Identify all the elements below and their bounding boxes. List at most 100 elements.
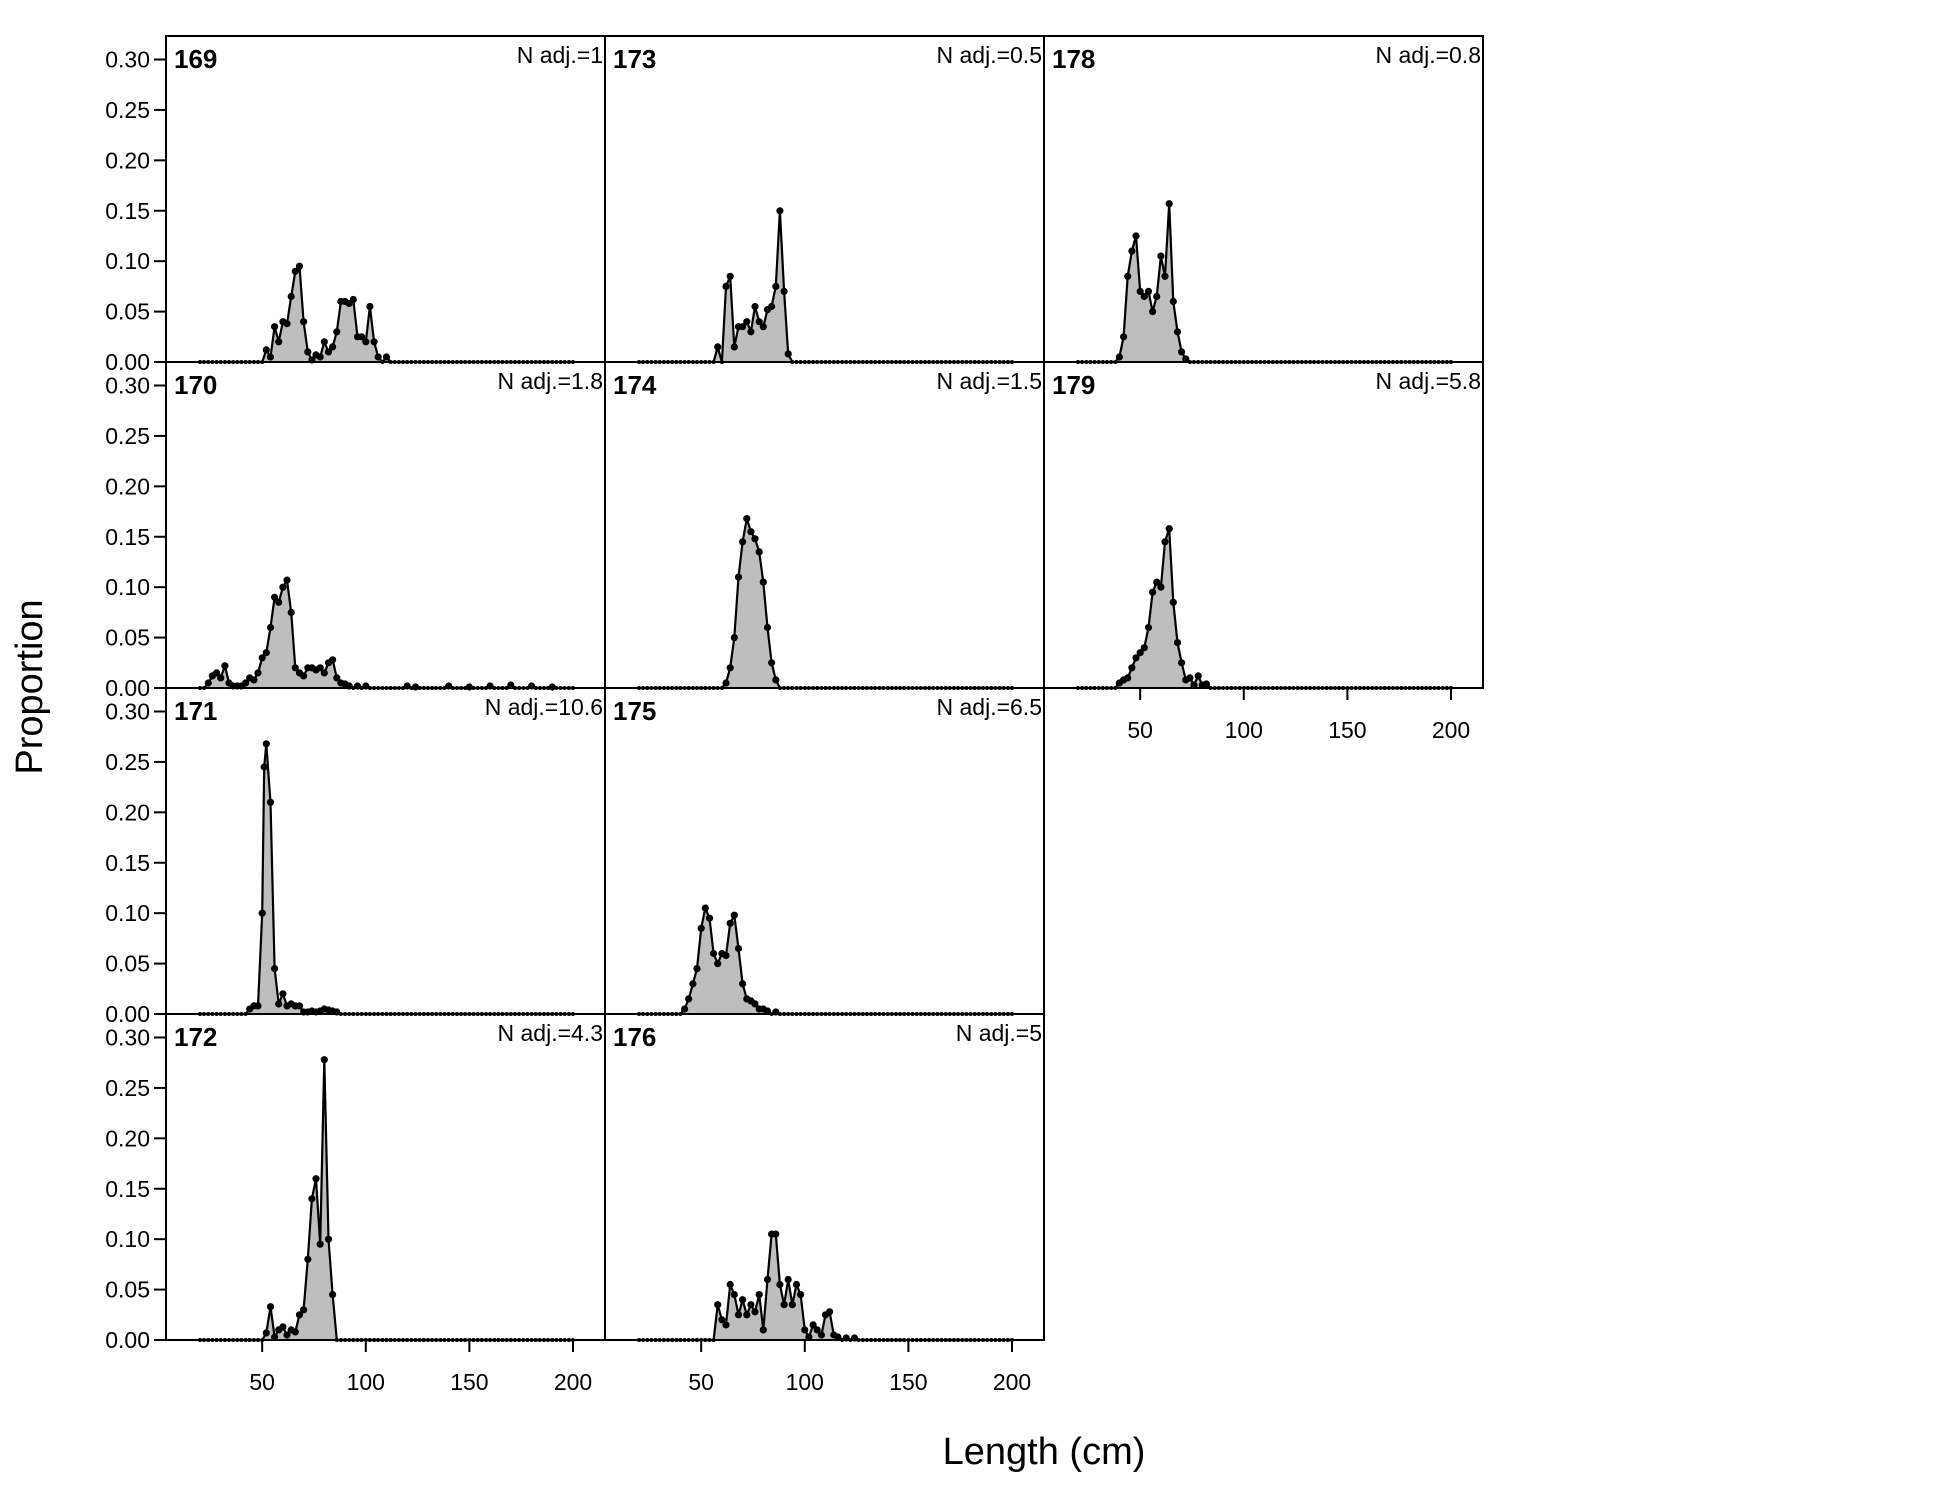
- data-point: [755, 1291, 763, 1299]
- y-tick-label: 0.20: [105, 799, 150, 825]
- data-point: [730, 1291, 738, 1299]
- data-point: [271, 323, 279, 331]
- y-tick-label: 0.20: [105, 147, 150, 173]
- data-point: [283, 320, 291, 328]
- panel-frame: [604, 361, 1045, 689]
- data-point: [726, 272, 734, 280]
- data-point: [697, 924, 705, 932]
- data-point: [1140, 292, 1148, 301]
- data-point: [329, 343, 337, 351]
- x-tick-label: 100: [1225, 717, 1263, 743]
- x-axis-col-2: 50 100 150 200: [1127, 688, 1470, 743]
- data-point: [374, 353, 382, 361]
- data-point: [333, 674, 341, 682]
- data-point: [722, 1321, 730, 1329]
- x-axis-title: Length (cm): [943, 1431, 1146, 1473]
- data-point: [275, 1000, 283, 1008]
- data-point: [788, 1301, 796, 1309]
- data-point: [718, 1316, 726, 1324]
- panel-176: 176 N adj.=5: [604, 1013, 1045, 1342]
- data-point: [262, 346, 270, 354]
- y-tick-label: 0.15: [105, 1176, 150, 1202]
- x-tick-label: 50: [688, 1369, 714, 1395]
- y-tick-label: 0.30: [105, 1025, 150, 1051]
- data-point: [1132, 232, 1140, 240]
- panel-title: 179: [1052, 370, 1095, 400]
- series-area: [200, 580, 573, 688]
- data-point: [275, 598, 283, 606]
- data-point: [204, 679, 212, 687]
- data-point: [320, 338, 328, 346]
- data-point: [751, 1000, 759, 1008]
- panel-174: 174 N adj.=1.5: [604, 361, 1045, 690]
- data-point: [262, 1329, 270, 1337]
- y-tick-label: 0.25: [105, 1075, 150, 1101]
- series-line: [200, 263, 573, 364]
- data-point: [291, 1328, 299, 1336]
- data-point: [262, 649, 270, 657]
- data-point: [747, 1301, 755, 1309]
- y-tick-label: 0.05: [105, 951, 150, 977]
- data-point: [805, 1333, 813, 1341]
- y-tick-label: 0.05: [105, 299, 150, 325]
- data-point: [693, 965, 701, 973]
- data-point: [1194, 672, 1202, 680]
- n-adj-label: N adj.=10.6: [485, 694, 603, 720]
- panel-173: 173 N adj.=0.5: [604, 35, 1045, 364]
- series-area: [1078, 203, 1451, 362]
- panel-175: 175 N adj.=6.5: [604, 687, 1045, 1016]
- data-point: [701, 904, 709, 912]
- data-point: [739, 538, 747, 546]
- data-point: [780, 1301, 788, 1309]
- panel-title: 174: [613, 370, 657, 400]
- data-point: [747, 528, 755, 536]
- y-tick-label: 0.20: [105, 1125, 150, 1151]
- data-point: [283, 1331, 291, 1339]
- data-point: [250, 676, 258, 684]
- data-point: [266, 353, 275, 361]
- data-point: [759, 323, 767, 331]
- data-point: [295, 262, 304, 270]
- data-point: [763, 1007, 772, 1015]
- data-point: [300, 672, 308, 680]
- data-point: [1165, 525, 1173, 533]
- data-point: [834, 1333, 842, 1341]
- data-point: [743, 515, 751, 523]
- y-tick-label: 0.15: [105, 524, 150, 550]
- y-tick-label: 0.25: [105, 749, 150, 775]
- data-point: [710, 949, 718, 958]
- data-point: [258, 909, 266, 917]
- n-adj-label: N adj.=5.8: [1376, 368, 1482, 394]
- data-point: [1144, 623, 1153, 632]
- data-point: [213, 669, 221, 677]
- data-point: [1124, 674, 1132, 682]
- n-adj-label: N adj.=1: [517, 42, 603, 68]
- series-line: [1078, 528, 1451, 690]
- data-point: [1128, 247, 1136, 255]
- data-point: [743, 318, 751, 326]
- data-point: [751, 535, 759, 543]
- panel-169: 169 N adj.=1 0.00 0.05 0.10 0.15 0.20 0.25 0.30: [105, 35, 606, 375]
- data-point: [279, 1323, 287, 1331]
- n-adj-label: N adj.=0.5: [937, 42, 1043, 68]
- data-point: [714, 1301, 722, 1309]
- data-point: [797, 1291, 805, 1299]
- y-tick-label: 0.05: [105, 1277, 150, 1303]
- panel-frame: [1043, 361, 1484, 689]
- data-point: [1136, 287, 1144, 295]
- panel-170: 170 N adj.=1.8 0.00 0.05 0.10 0.15 0.20 0.25 0.3…: [105, 361, 606, 701]
- data-point: [266, 798, 275, 806]
- y-tick-label: 0.30: [105, 373, 150, 399]
- data-point: [734, 573, 743, 581]
- y-tick-label: 0.10: [105, 248, 150, 274]
- data-point: [759, 578, 767, 586]
- data-point: [287, 292, 295, 301]
- data-point: [792, 1280, 801, 1289]
- data-point: [291, 664, 299, 672]
- x-tick-label: 50: [249, 1369, 275, 1395]
- data-point: [316, 664, 324, 672]
- panels-layer: 169 N adj.=10.000.050.100.150.200.250.301…: [105, 35, 1484, 1395]
- y-tick-label: 0.30: [105, 699, 150, 725]
- data-point: [1115, 353, 1123, 361]
- n-adj-label: N adj.=4.3: [498, 1020, 604, 1046]
